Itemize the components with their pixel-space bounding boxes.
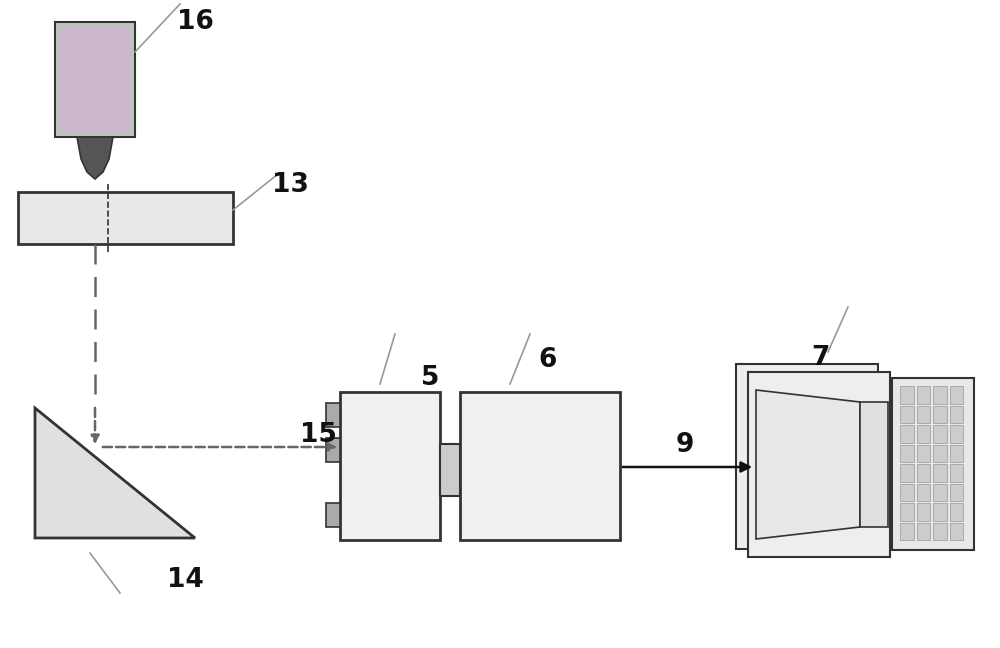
Bar <box>900 406 914 423</box>
Bar <box>736 364 878 549</box>
Bar <box>950 425 963 443</box>
Text: 5: 5 <box>421 365 439 391</box>
Bar <box>916 425 930 443</box>
Bar <box>950 386 963 404</box>
Bar <box>900 483 914 501</box>
Text: 9: 9 <box>676 432 694 458</box>
Bar <box>326 438 340 462</box>
Bar <box>916 483 930 501</box>
Text: 15: 15 <box>300 422 336 448</box>
Bar <box>933 483 946 501</box>
Bar <box>340 392 440 540</box>
Bar <box>916 464 930 481</box>
Bar <box>58 25 132 134</box>
Bar <box>900 445 914 462</box>
Text: 16: 16 <box>177 9 213 35</box>
Bar <box>900 522 914 540</box>
Bar <box>900 464 914 481</box>
Bar <box>860 402 888 527</box>
Bar <box>933 464 946 481</box>
Bar <box>55 22 135 137</box>
Bar <box>916 503 930 520</box>
Bar <box>900 503 914 520</box>
Text: 13: 13 <box>272 172 308 198</box>
Polygon shape <box>35 408 195 538</box>
Bar <box>326 503 340 527</box>
Bar <box>18 192 233 244</box>
Text: 7: 7 <box>811 345 829 371</box>
Bar <box>933 386 946 404</box>
Bar <box>933 522 946 540</box>
Bar <box>900 425 914 443</box>
Bar <box>748 372 890 557</box>
Bar <box>950 464 963 481</box>
Bar <box>933 503 946 520</box>
Text: 6: 6 <box>539 347 557 373</box>
Bar <box>916 522 930 540</box>
Bar <box>460 392 620 540</box>
Bar <box>916 406 930 423</box>
Polygon shape <box>756 390 860 539</box>
Bar <box>933 425 946 443</box>
Bar <box>950 445 963 462</box>
Bar <box>933 445 946 462</box>
Polygon shape <box>77 137 113 179</box>
Bar <box>916 445 930 462</box>
Bar <box>950 406 963 423</box>
Bar <box>950 503 963 520</box>
Bar <box>933 406 946 423</box>
Bar <box>326 403 340 427</box>
Bar <box>950 522 963 540</box>
Bar <box>892 378 974 550</box>
Bar <box>900 386 914 404</box>
Bar <box>916 386 930 404</box>
Text: 14: 14 <box>167 567 203 593</box>
Bar <box>440 444 460 496</box>
Bar <box>950 483 963 501</box>
